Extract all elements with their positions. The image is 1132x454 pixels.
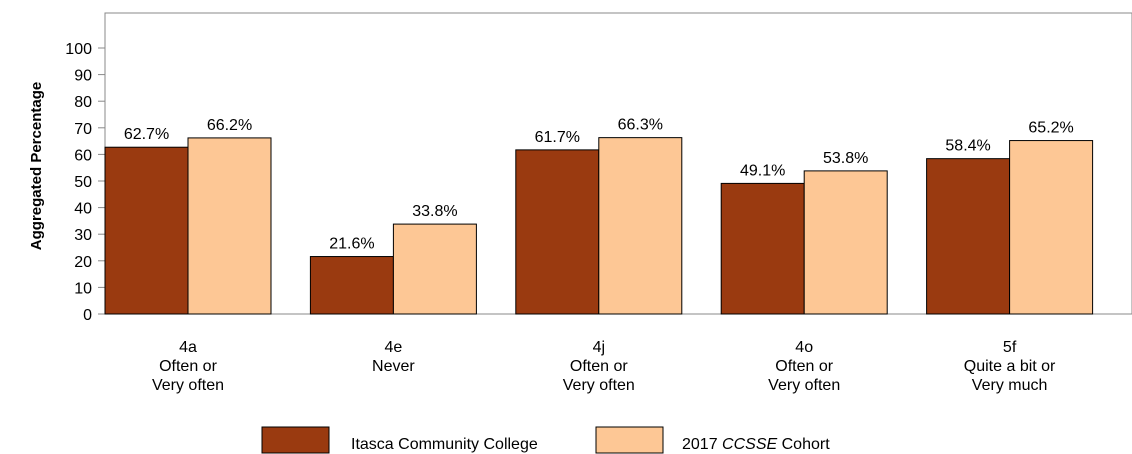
y-tick-label: 60 [74,147,92,164]
legend-swatch-itasca [261,426,330,454]
x-axis: 4a Often or Very often 4e Never 4j Often or Ver… [152,339,1056,394]
category-label-line: Never [372,358,415,375]
bar [392,223,477,315]
y-axis-title: Aggregated Percentage [28,82,45,250]
category-label-line: Very much [972,377,1048,394]
data-label: 58.4% [945,138,990,155]
y-tick-label: 100 [65,41,92,58]
category-label-line: Quite a bit or [964,358,1056,375]
y-tick-label: 40 [74,201,92,218]
data-label: 66.3% [618,117,663,134]
y-tick-label: 10 [74,280,92,297]
legend-label-itasca: Itasca Community College [351,436,538,453]
category-label-line: 5f [1003,339,1017,356]
legend-label-cohort-part3: Cohort [777,436,830,453]
bar [720,182,805,315]
category-label: 4a Often or Very often [152,339,224,394]
y-tick-label: 30 [74,227,92,244]
bar [104,146,189,315]
y-axis: 0 10 20 30 40 50 60 70 80 90 100 [65,41,105,324]
category-label-line: 4a [179,339,197,356]
category-label-line: 4j [593,339,605,356]
bar [1009,140,1094,315]
category-label-line: Very often [152,377,224,394]
data-label: 53.8% [823,150,868,167]
data-label: 21.6% [329,236,374,253]
y-tick-label: 80 [74,94,92,111]
data-label: 49.1% [740,162,785,179]
category-label: 4e Never [372,339,415,375]
bar [598,137,683,315]
bar [515,149,600,315]
bars [104,137,1094,315]
category-label-line: Often or [159,358,217,375]
legend-label-cohort: 2017 CCSSE Cohort [682,436,830,453]
y-tick-label: 70 [74,121,92,138]
y-tick-label: 20 [74,254,92,271]
category-label-line: Often or [775,358,833,375]
bar [309,256,394,315]
category-label: 4o Often or Very often [768,339,840,394]
y-tick-label: 50 [74,174,92,191]
data-label: 61.7% [535,129,580,146]
legend-label-cohort-part2: CCSSE [722,436,777,453]
bar [187,137,272,315]
y-tick-label: 90 [74,68,92,85]
legend-swatch-cohort [595,426,664,454]
category-label-line: Often or [570,358,628,375]
category-label-line: 4o [795,339,813,356]
category-label-line: Very often [563,377,635,394]
category-label-line: Very often [768,377,840,394]
bar [926,158,1011,315]
y-tick-label: 0 [83,307,92,324]
category-label: 4j Often or Very often [563,339,635,394]
data-label: 65.2% [1028,120,1073,137]
category-label-line: 4e [385,339,403,356]
legend-label-cohort-part1: 2017 [682,436,722,453]
data-label: 66.2% [207,117,252,134]
data-label: 33.8% [412,203,457,220]
legend: Itasca Community College 2017 CCSSE Coho… [261,426,830,454]
category-label: 5f Quite a bit or Very much [964,339,1056,394]
data-label: 62.7% [124,126,169,143]
data-labels: 62.7% 66.2% 21.6% 33.8% 61.7% 66.3% 49.1% 53.8%… [124,117,1074,253]
bar [803,170,888,315]
